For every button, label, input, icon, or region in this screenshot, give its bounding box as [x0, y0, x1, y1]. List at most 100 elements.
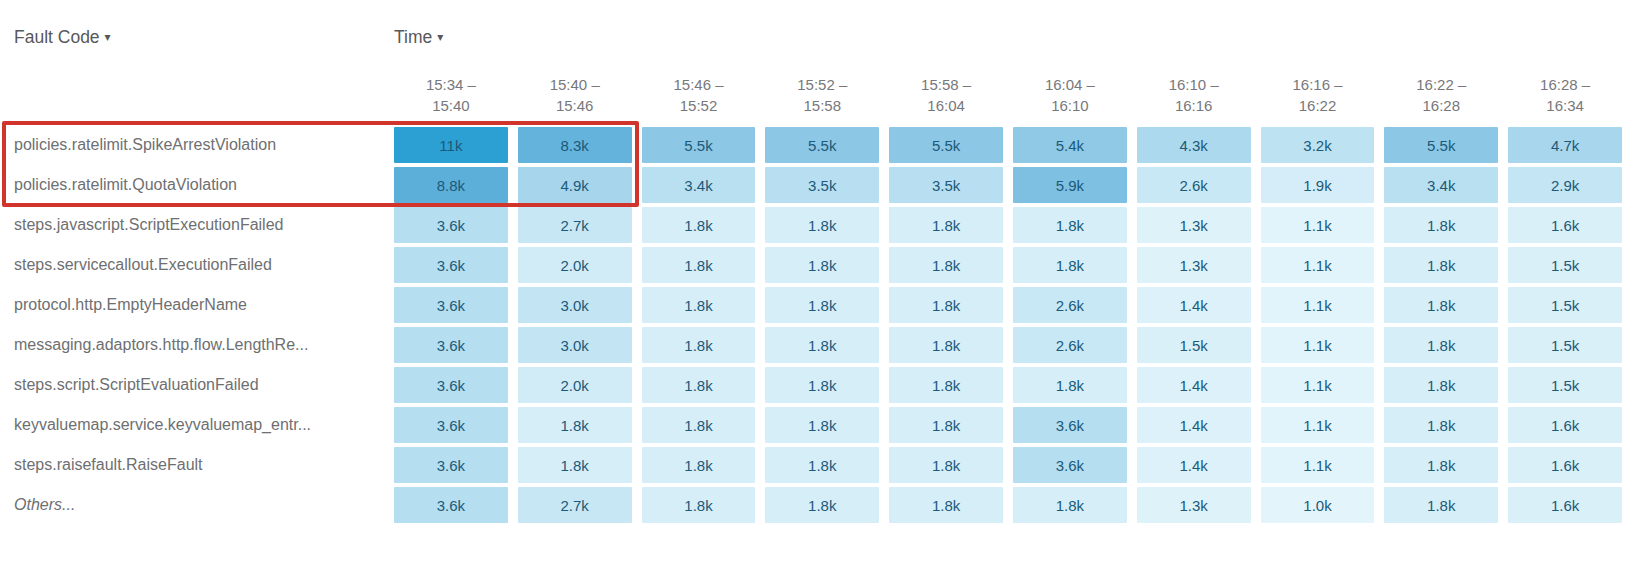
heatmap-cell[interactable]: 8.3k: [518, 127, 632, 163]
heatmap-cell[interactable]: 1.6k: [1508, 447, 1622, 483]
heatmap-cell[interactable]: 1.5k: [1508, 367, 1622, 403]
heatmap-cell[interactable]: 1.8k: [765, 287, 879, 323]
heatmap-cell[interactable]: 3.6k: [394, 407, 508, 443]
heatmap-cell[interactable]: 3.0k: [518, 287, 632, 323]
heatmap-cell[interactable]: 3.6k: [394, 487, 508, 523]
heatmap-cell[interactable]: 4.7k: [1508, 127, 1622, 163]
heatmap-cell[interactable]: 1.8k: [642, 247, 756, 283]
heatmap-cell[interactable]: 3.6k: [394, 447, 508, 483]
heatmap-cell[interactable]: 2.7k: [518, 207, 632, 243]
heatmap-cell[interactable]: 3.2k: [1261, 127, 1375, 163]
heatmap-cell[interactable]: 1.8k: [765, 247, 879, 283]
heatmap-cell[interactable]: 1.8k: [889, 487, 1003, 523]
heatmap-cell[interactable]: 2.6k: [1137, 167, 1251, 203]
heatmap-cell[interactable]: 3.6k: [1013, 447, 1127, 483]
heatmap-cell[interactable]: 1.8k: [1384, 367, 1498, 403]
heatmap-cell[interactable]: 5.5k: [642, 127, 756, 163]
heatmap-cell[interactable]: 1.5k: [1508, 287, 1622, 323]
heatmap-cell[interactable]: 1.4k: [1137, 447, 1251, 483]
heatmap-cell[interactable]: 3.6k: [394, 287, 508, 323]
heatmap-cell[interactable]: 1.3k: [1137, 487, 1251, 523]
heatmap-cell[interactable]: 1.5k: [1508, 247, 1622, 283]
heatmap-cell[interactable]: 1.8k: [889, 287, 1003, 323]
heatmap-cell[interactable]: 3.0k: [518, 327, 632, 363]
heatmap-cell[interactable]: 1.1k: [1261, 407, 1375, 443]
heatmap-cell[interactable]: 1.8k: [1013, 487, 1127, 523]
heatmap-cell[interactable]: 1.8k: [642, 327, 756, 363]
heatmap-cell[interactable]: 2.9k: [1508, 167, 1622, 203]
heatmap-cell[interactable]: 1.8k: [1384, 327, 1498, 363]
heatmap-cell[interactable]: 1.6k: [1508, 407, 1622, 443]
heatmap-cell[interactable]: 1.1k: [1261, 367, 1375, 403]
heatmap-cell[interactable]: 1.8k: [518, 447, 632, 483]
heatmap-cell[interactable]: 1.8k: [1384, 447, 1498, 483]
heatmap-cell[interactable]: 1.1k: [1261, 327, 1375, 363]
heatmap-cell[interactable]: 1.8k: [765, 367, 879, 403]
heatmap-cell[interactable]: 1.8k: [1013, 247, 1127, 283]
heatmap-cell[interactable]: 1.8k: [889, 207, 1003, 243]
heatmap-cell[interactable]: 1.1k: [1261, 287, 1375, 323]
heatmap-cell[interactable]: 1.4k: [1137, 287, 1251, 323]
heatmap-cell[interactable]: 1.8k: [518, 407, 632, 443]
heatmap-cell[interactable]: 3.6k: [394, 207, 508, 243]
heatmap-cell[interactable]: 1.8k: [642, 487, 756, 523]
heatmap-cell[interactable]: 1.1k: [1261, 207, 1375, 243]
heatmap-cell[interactable]: 3.5k: [889, 167, 1003, 203]
heatmap-cell[interactable]: 1.8k: [1013, 367, 1127, 403]
heatmap-cell[interactable]: 1.8k: [765, 447, 879, 483]
heatmap-cell[interactable]: 1.3k: [1137, 247, 1251, 283]
heatmap-cell[interactable]: 5.5k: [1384, 127, 1498, 163]
heatmap-cell[interactable]: 1.3k: [1137, 207, 1251, 243]
heatmap-cell[interactable]: 2.0k: [518, 247, 632, 283]
heatmap-cell[interactable]: 1.8k: [765, 327, 879, 363]
heatmap-cell[interactable]: 1.8k: [1384, 247, 1498, 283]
heatmap-cell[interactable]: 1.5k: [1508, 327, 1622, 363]
heatmap-cell[interactable]: 2.6k: [1013, 327, 1127, 363]
heatmap-cell[interactable]: 1.4k: [1137, 367, 1251, 403]
heatmap-cell[interactable]: 1.8k: [642, 287, 756, 323]
heatmap-cell[interactable]: 1.8k: [889, 247, 1003, 283]
heatmap-cell[interactable]: 1.8k: [1384, 287, 1498, 323]
heatmap-cell[interactable]: 1.8k: [889, 447, 1003, 483]
heatmap-cell[interactable]: 1.8k: [642, 367, 756, 403]
heatmap-cell[interactable]: 1.8k: [642, 207, 756, 243]
heatmap-cell[interactable]: 11k: [394, 127, 508, 163]
time-sort-dropdown[interactable]: Time▾: [394, 26, 1622, 48]
heatmap-cell[interactable]: 1.8k: [1384, 407, 1498, 443]
heatmap-cell[interactable]: 1.1k: [1261, 247, 1375, 283]
heatmap-cell[interactable]: 1.8k: [1384, 207, 1498, 243]
heatmap-cell[interactable]: 1.8k: [765, 407, 879, 443]
heatmap-cell[interactable]: 1.8k: [642, 407, 756, 443]
heatmap-cell[interactable]: 3.6k: [394, 327, 508, 363]
heatmap-cell[interactable]: 1.8k: [889, 367, 1003, 403]
fault-code-sort-dropdown[interactable]: Fault Code▾: [14, 26, 394, 48]
heatmap-cell[interactable]: 4.9k: [518, 167, 632, 203]
heatmap-cell[interactable]: 3.4k: [642, 167, 756, 203]
heatmap-cell[interactable]: 5.4k: [1013, 127, 1127, 163]
heatmap-cell[interactable]: 1.8k: [1384, 487, 1498, 523]
heatmap-cell[interactable]: 1.9k: [1261, 167, 1375, 203]
heatmap-cell[interactable]: 5.9k: [1013, 167, 1127, 203]
heatmap-cell[interactable]: 3.6k: [1013, 407, 1127, 443]
heatmap-cell[interactable]: 3.6k: [394, 247, 508, 283]
heatmap-cell[interactable]: 1.8k: [642, 447, 756, 483]
heatmap-cell[interactable]: 1.8k: [765, 207, 879, 243]
heatmap-cell[interactable]: 1.1k: [1261, 447, 1375, 483]
heatmap-cell[interactable]: 1.5k: [1137, 327, 1251, 363]
heatmap-cell[interactable]: 3.5k: [765, 167, 879, 203]
heatmap-cell[interactable]: 1.0k: [1261, 487, 1375, 523]
heatmap-cell[interactable]: 8.8k: [394, 167, 508, 203]
heatmap-cell[interactable]: 5.5k: [765, 127, 879, 163]
heatmap-cell[interactable]: 1.8k: [1013, 207, 1127, 243]
heatmap-cell[interactable]: 3.4k: [1384, 167, 1498, 203]
heatmap-cell[interactable]: 1.8k: [889, 327, 1003, 363]
heatmap-cell[interactable]: 2.0k: [518, 367, 632, 403]
heatmap-cell[interactable]: 4.3k: [1137, 127, 1251, 163]
heatmap-cell[interactable]: 5.5k: [889, 127, 1003, 163]
heatmap-cell[interactable]: 1.4k: [1137, 407, 1251, 443]
heatmap-cell[interactable]: 1.6k: [1508, 487, 1622, 523]
heatmap-cell[interactable]: 1.8k: [765, 487, 879, 523]
heatmap-cell[interactable]: 1.8k: [889, 407, 1003, 443]
heatmap-cell[interactable]: 2.7k: [518, 487, 632, 523]
heatmap-cell[interactable]: 3.6k: [394, 367, 508, 403]
